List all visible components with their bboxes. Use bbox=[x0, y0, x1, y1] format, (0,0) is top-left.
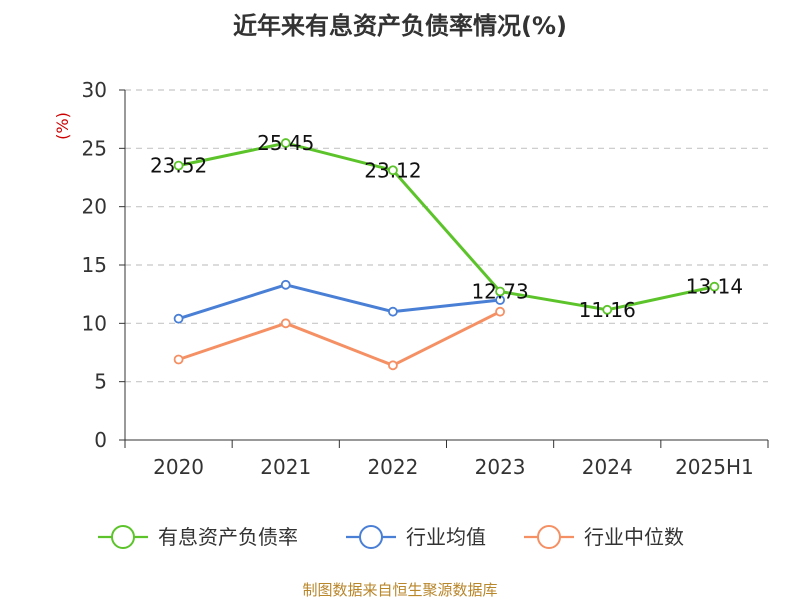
series-point-0 bbox=[280, 138, 291, 148]
series-point-2 bbox=[280, 318, 291, 329]
x-tick-label: 2023 bbox=[475, 455, 526, 479]
series-layer bbox=[173, 138, 720, 371]
y-tick-label: 25 bbox=[82, 136, 107, 160]
series-point-0 bbox=[173, 160, 184, 171]
y-axis-unit: (%) bbox=[53, 112, 72, 140]
legend-marker bbox=[359, 525, 383, 549]
y-tick-label: 10 bbox=[82, 311, 107, 335]
series-point-1 bbox=[388, 306, 398, 317]
legend-label: 有息资产负债率 bbox=[158, 525, 298, 549]
series-point-0 bbox=[709, 281, 720, 292]
y-tick-label: 0 bbox=[94, 428, 107, 452]
series-point-1 bbox=[280, 279, 291, 290]
series-point-0 bbox=[602, 304, 613, 315]
legend-label: 行业中位数 bbox=[584, 525, 684, 549]
y-tick-label: 20 bbox=[82, 195, 107, 219]
axis-layer: 0 5 10 15 20 25 30 2020 2021 2022 2023 2024 2025H1 bbox=[82, 78, 769, 479]
x-tick-label: 2020 bbox=[153, 455, 204, 479]
x-tick-label: 2025H1 bbox=[675, 455, 754, 479]
legend-item-1: 行业均值 bbox=[346, 525, 486, 549]
data-label: 25.45 bbox=[257, 131, 314, 155]
data-label: 11.16 bbox=[579, 298, 636, 322]
y-tick-label: 5 bbox=[94, 370, 107, 394]
legend-item-2: 行业中位数 bbox=[524, 525, 684, 549]
data-label: 13.14 bbox=[686, 275, 743, 299]
x-tick-label: 2022 bbox=[367, 455, 418, 479]
series-point-2 bbox=[388, 360, 398, 371]
series-point-2 bbox=[173, 354, 184, 365]
y-tick-label: 15 bbox=[82, 253, 107, 277]
series-point-0 bbox=[388, 165, 398, 176]
chart-title: 近年来有息资产负债率情况(%) bbox=[233, 12, 567, 40]
series-line-2 bbox=[178, 310, 501, 367]
x-tick-label: 2024 bbox=[582, 455, 633, 479]
x-tick-label: 2021 bbox=[260, 455, 311, 479]
data-label: 12.73 bbox=[471, 279, 528, 303]
data-label: 23.52 bbox=[150, 154, 207, 178]
series-line-1 bbox=[178, 283, 501, 321]
legend-item-0: 有息资产负债率 bbox=[98, 525, 298, 549]
source-note: 制图数据来自恒生聚源数据库 bbox=[302, 581, 497, 599]
legend: 有息资产负债率 行业均值 行业中位数 bbox=[98, 525, 684, 549]
data-label: 23.12 bbox=[364, 158, 421, 182]
series-line-0 bbox=[178, 141, 715, 312]
series-point-0 bbox=[495, 286, 505, 297]
data-label-layer: 23.52 25.45 23.12 12.73 11.16 13.14 bbox=[150, 131, 743, 322]
legend-marker bbox=[111, 525, 135, 549]
legend-marker bbox=[537, 525, 561, 549]
series-point-1 bbox=[173, 313, 184, 324]
legend-label: 行业均值 bbox=[406, 525, 486, 549]
series-point-2 bbox=[495, 306, 505, 317]
y-tick-label: 30 bbox=[82, 78, 107, 102]
grid-layer bbox=[125, 89, 768, 383]
